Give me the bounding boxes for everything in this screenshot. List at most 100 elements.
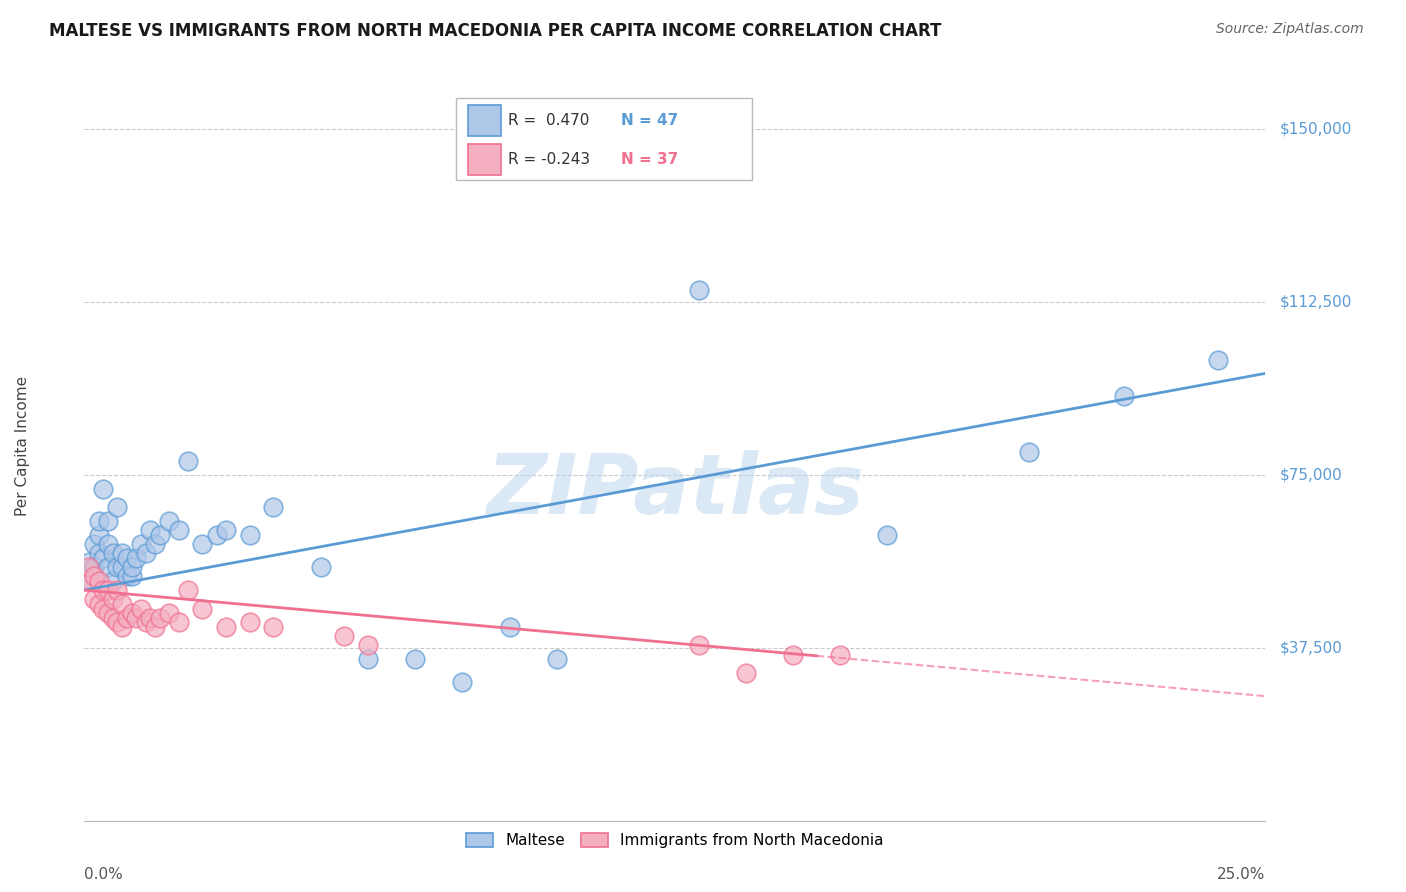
Point (121, 569, 143, 583)
Point (546, 652, 568, 666)
Point (149, 528, 172, 542)
Point (87, 597, 110, 611)
Point (91, 583, 114, 598)
Point (83, 592, 105, 607)
Point (111, 546, 134, 560)
Point (157, 514, 180, 528)
Point (139, 523, 162, 537)
Point (498, 620, 520, 634)
Text: $112,500: $112,500 (1279, 294, 1353, 310)
Point (91, 482, 114, 496)
Point (688, 639, 710, 653)
Text: Source: ZipAtlas.com: Source: ZipAtlas.com (1216, 22, 1364, 37)
Point (101, 574, 124, 588)
Point (1112, 389, 1135, 403)
Point (83, 560, 105, 574)
Point (357, 652, 380, 666)
Point (167, 615, 190, 630)
Point (83, 569, 105, 583)
Point (97, 560, 120, 574)
Legend: Maltese, Immigrants from North Macedonia: Maltese, Immigrants from North Macedonia (460, 827, 890, 855)
Point (115, 550, 138, 565)
Point (111, 597, 134, 611)
Point (125, 550, 148, 565)
Point (215, 620, 238, 634)
Point (135, 615, 157, 630)
Text: $75,000: $75,000 (1279, 467, 1343, 483)
Point (121, 560, 143, 574)
Point (115, 569, 138, 583)
Point (205, 528, 228, 542)
Text: 0.0%: 0.0% (84, 867, 124, 882)
Point (333, 629, 356, 643)
Point (77, 560, 100, 574)
Point (97, 537, 120, 551)
Bar (468, 105, 502, 136)
Point (135, 546, 157, 560)
Point (101, 546, 124, 560)
Point (239, 615, 262, 630)
Point (167, 523, 190, 537)
Point (111, 560, 134, 574)
Point (143, 537, 166, 551)
Point (101, 611, 124, 625)
Text: N = 37: N = 37 (620, 152, 678, 167)
Point (107, 583, 129, 598)
Point (77, 556, 100, 570)
Point (262, 500, 284, 514)
Point (107, 500, 129, 514)
Text: R = -0.243: R = -0.243 (509, 152, 591, 167)
Text: $37,500: $37,500 (1279, 640, 1343, 656)
Point (191, 537, 214, 551)
Point (125, 611, 148, 625)
Point (782, 648, 804, 662)
Point (87, 574, 110, 588)
Text: ZIPatlas: ZIPatlas (486, 450, 863, 532)
Point (157, 606, 180, 620)
Point (107, 615, 129, 630)
Point (309, 560, 332, 574)
Point (77, 574, 100, 588)
Point (121, 606, 143, 620)
Point (262, 620, 284, 634)
Point (129, 537, 152, 551)
Point (1018, 444, 1040, 458)
Point (404, 652, 426, 666)
Point (688, 284, 710, 298)
Point (830, 648, 852, 662)
Point (111, 620, 134, 634)
Point (87, 514, 110, 528)
Point (101, 592, 124, 607)
Point (97, 514, 120, 528)
Point (177, 583, 200, 598)
Point (115, 611, 138, 625)
Point (876, 528, 898, 542)
Point (143, 620, 166, 634)
Point (149, 611, 172, 625)
Point (91, 550, 114, 565)
Text: 25.0%: 25.0% (1218, 867, 1265, 882)
Text: R =  0.470: R = 0.470 (509, 113, 589, 128)
Point (177, 454, 200, 468)
Point (1206, 352, 1229, 367)
Point (83, 537, 105, 551)
Text: N = 47: N = 47 (620, 113, 678, 128)
Point (239, 528, 262, 542)
Text: $150,000: $150,000 (1279, 121, 1353, 136)
Point (107, 560, 129, 574)
Point (77, 574, 100, 588)
Point (87, 528, 110, 542)
Point (215, 523, 238, 537)
Point (97, 583, 120, 598)
Text: Per Capita Income: Per Capita Income (15, 376, 31, 516)
Point (87, 546, 110, 560)
Point (129, 601, 152, 615)
Point (139, 611, 162, 625)
Point (97, 606, 120, 620)
Point (734, 666, 756, 681)
Bar (468, 144, 502, 175)
Text: MALTESE VS IMMIGRANTS FROM NORTH MACEDONIA PER CAPITA INCOME CORRELATION CHART: MALTESE VS IMMIGRANTS FROM NORTH MACEDON… (49, 22, 942, 40)
Point (451, 675, 474, 690)
FancyBboxPatch shape (457, 97, 752, 180)
Point (191, 601, 214, 615)
